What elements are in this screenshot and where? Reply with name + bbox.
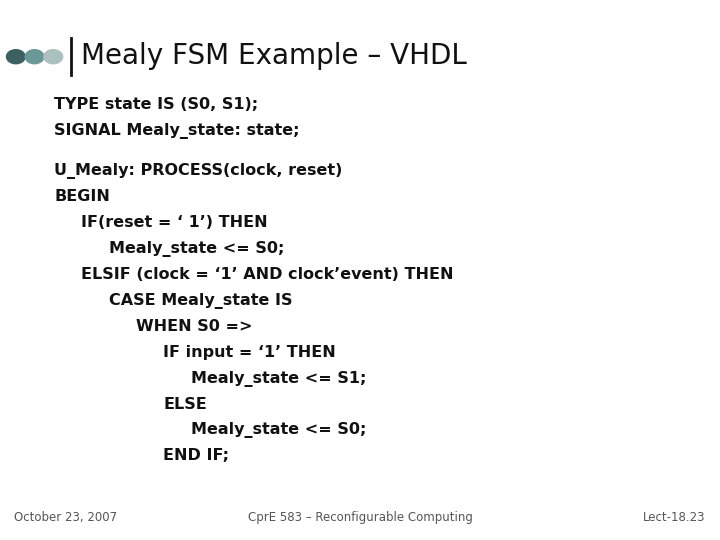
Text: Lect-18.23: Lect-18.23 [643,511,706,524]
Text: Mealy_state <= S0;: Mealy_state <= S0; [109,241,284,257]
Text: BEGIN: BEGIN [54,189,110,204]
Text: CprE 583 – Reconfigurable Computing: CprE 583 – Reconfigurable Computing [248,511,472,524]
Text: ELSIF (clock = ‘1’ AND clock’event) THEN: ELSIF (clock = ‘1’ AND clock’event) THEN [81,267,454,282]
Text: ELSE: ELSE [163,396,207,411]
Text: October 23, 2007: October 23, 2007 [14,511,117,524]
Text: U_Mealy: PROCESS(clock, reset): U_Mealy: PROCESS(clock, reset) [54,163,343,179]
Text: IF(reset = ‘ 1’) THEN: IF(reset = ‘ 1’) THEN [81,215,268,230]
Text: SIGNAL Mealy_state: state;: SIGNAL Mealy_state: state; [54,123,300,139]
Text: TYPE state IS (S0, S1);: TYPE state IS (S0, S1); [54,97,258,112]
Text: CASE Mealy_state IS: CASE Mealy_state IS [109,293,292,309]
Text: END IF;: END IF; [163,448,230,463]
Text: Mealy FSM Example – VHDL: Mealy FSM Example – VHDL [81,42,467,70]
Text: IF input = ‘1’ THEN: IF input = ‘1’ THEN [163,345,336,360]
Circle shape [44,50,63,64]
Circle shape [25,50,44,64]
Text: Mealy_state <= S0;: Mealy_state <= S0; [191,422,366,438]
Text: WHEN S0 =>: WHEN S0 => [136,319,253,334]
Text: Mealy_state <= S1;: Mealy_state <= S1; [191,370,366,387]
Circle shape [6,50,25,64]
